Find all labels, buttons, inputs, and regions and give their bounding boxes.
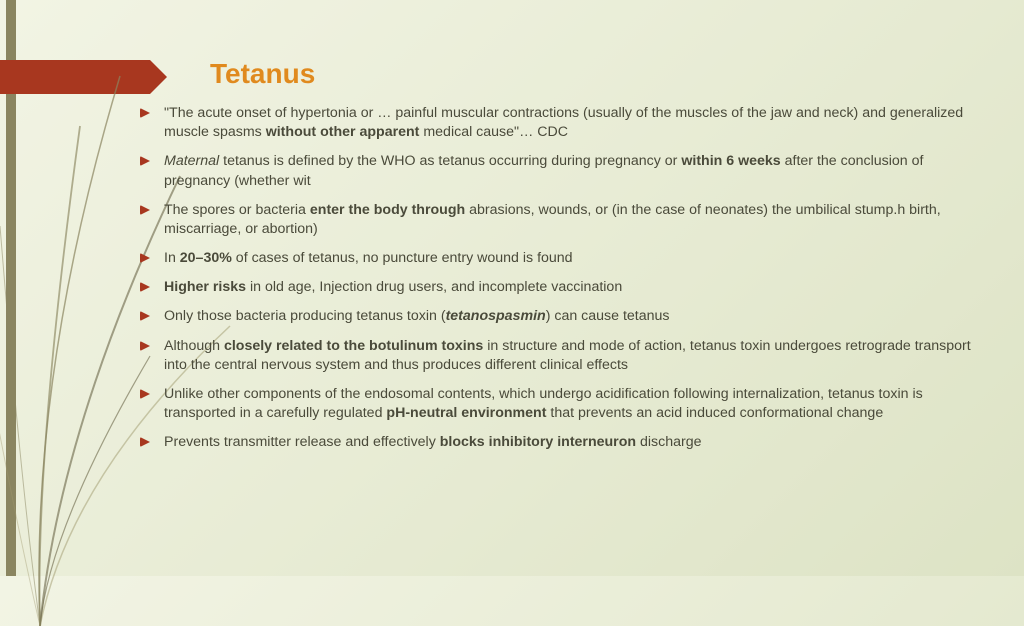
title-arrow-banner <box>0 60 150 94</box>
bullet-item: "The acute onset of hypertonia or … pain… <box>140 104 980 142</box>
bullet-item: Although closely related to the botulinu… <box>140 337 980 375</box>
bullet-item: Maternal tetanus is defined by the WHO a… <box>140 152 980 190</box>
bullet-item: The spores or bacteria enter the body th… <box>140 201 980 239</box>
slide-title: Tetanus <box>210 58 980 90</box>
bullet-item: Only those bacteria producing tetanus to… <box>140 307 980 326</box>
slide-content: Tetanus "The acute onset of hypertonia o… <box>210 58 980 462</box>
bullet-item: Prevents transmitter release and effecti… <box>140 433 980 452</box>
bullet-item: In 20–30% of cases of tetanus, no punctu… <box>140 249 980 268</box>
bullet-list: "The acute onset of hypertonia or … pain… <box>140 104 980 452</box>
bullet-item: Higher risks in old age, Injection drug … <box>140 278 980 297</box>
bullet-item: Unlike other components of the endosomal… <box>140 385 980 423</box>
